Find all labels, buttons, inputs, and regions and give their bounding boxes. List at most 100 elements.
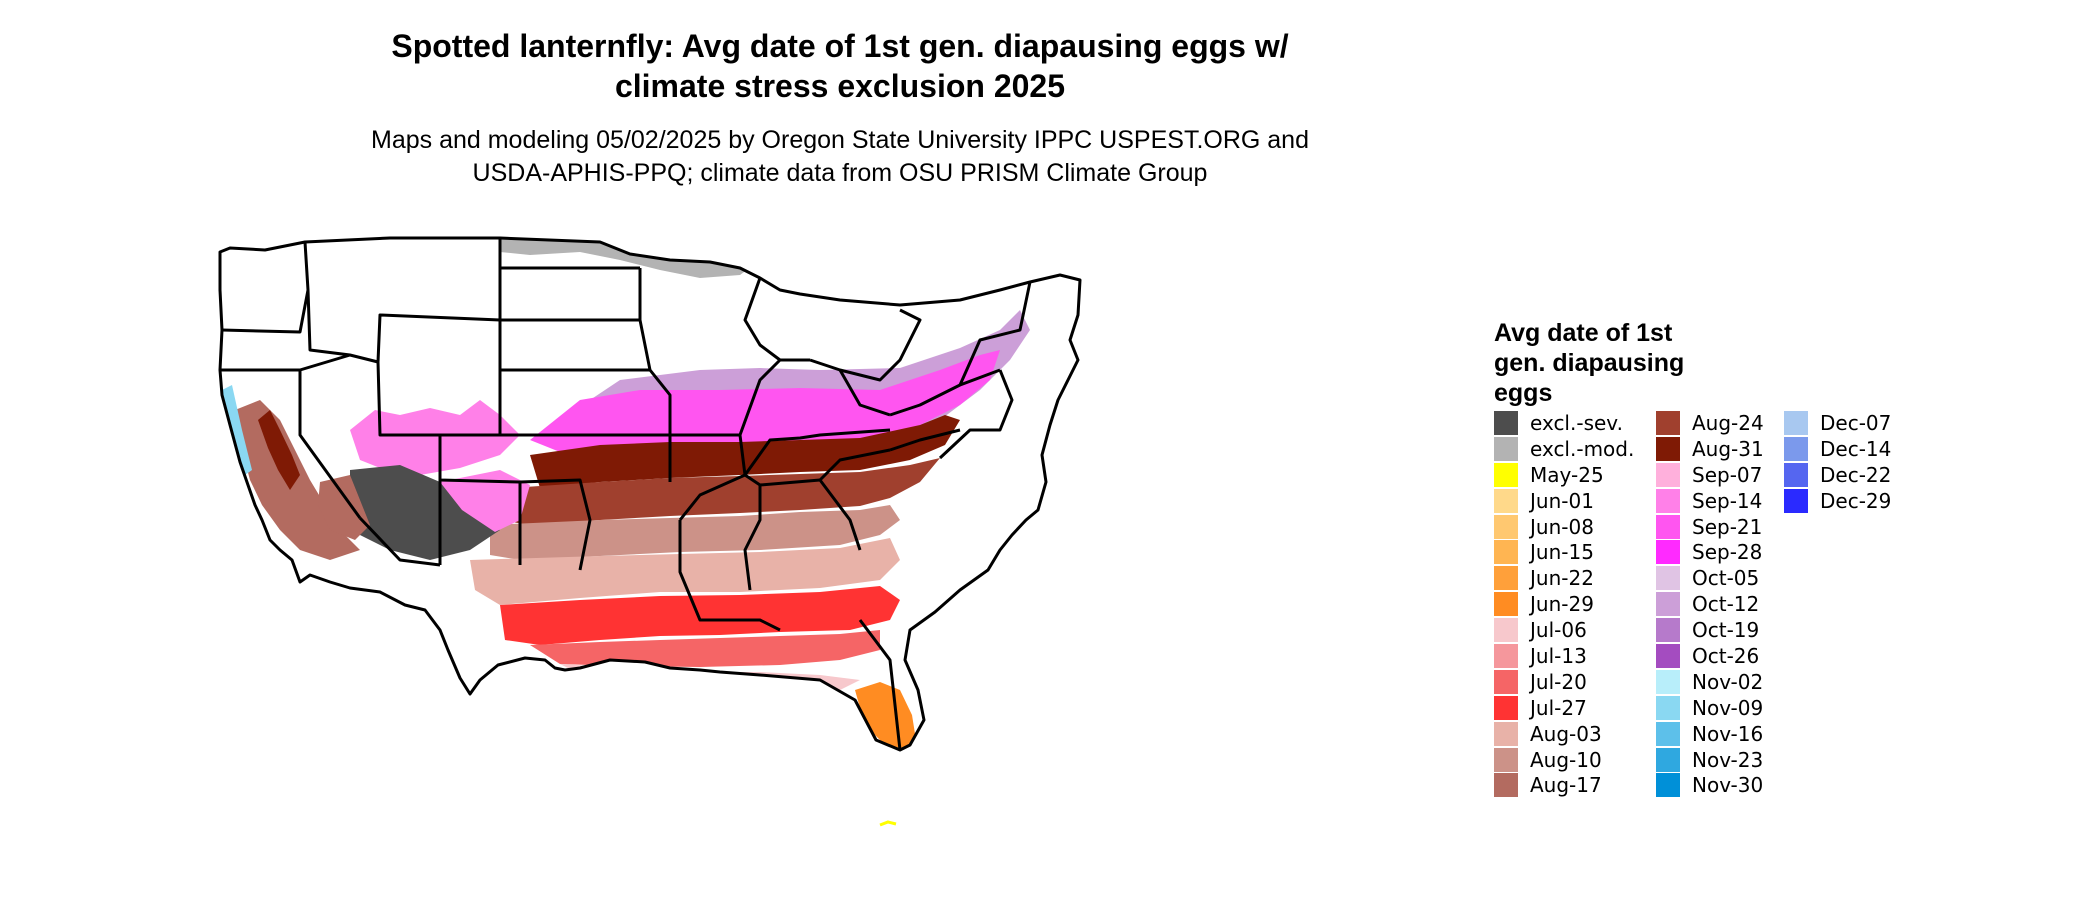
- legend-item: Oct-26: [1656, 643, 1764, 669]
- legend-item: Jun-29: [1494, 591, 1634, 617]
- legend-swatch: [1494, 488, 1518, 513]
- legend-label: Oct-26: [1692, 643, 1760, 668]
- map-title-line-1: Spotted lanternfly: Avg date of 1st gen.…: [391, 28, 1289, 64]
- legend-swatch: [1656, 695, 1680, 720]
- legend-label: Jun-01: [1530, 488, 1594, 513]
- legend-swatch: [1656, 618, 1680, 643]
- legend-label: Oct-05: [1692, 566, 1760, 591]
- legend-item: Jun-08: [1494, 514, 1634, 540]
- map-subtitle-line-1: Maps and modeling 05/02/2025 by Oregon S…: [371, 126, 1309, 154]
- legend-swatch: [1784, 488, 1808, 513]
- legend-column-1: excl.-sev. excl.-mod. May-25 Jun-01 Jun-08 Ju…: [1494, 410, 1634, 798]
- legend-column-3: Dec-07 Dec-14 Dec-22 Dec-29: [1784, 410, 1891, 514]
- legend-label: Oct-12: [1692, 592, 1760, 617]
- legend-item: Jun-15: [1494, 539, 1634, 565]
- map-title: Spotted lanternfly: Avg date of 1st gen.…: [230, 26, 1450, 106]
- map-title-line-2: climate stress exclusion 2025: [614, 68, 1066, 104]
- legend-item: excl.-sev.: [1494, 410, 1634, 436]
- legend-item: Dec-29: [1784, 488, 1891, 514]
- legend-item: Sep-21: [1656, 514, 1764, 540]
- legend-item: Jul-20: [1494, 669, 1634, 695]
- legend-item: Nov-23: [1656, 747, 1764, 773]
- legend-label: May-25: [1530, 462, 1604, 487]
- legend-item: Jul-13: [1494, 643, 1634, 669]
- legend-label: Sep-14: [1692, 488, 1763, 513]
- legend-swatch: [1494, 410, 1518, 435]
- legend-swatch: [1494, 721, 1518, 746]
- legend-label: Nov-23: [1692, 747, 1764, 772]
- legend-label: Jun-15: [1530, 540, 1594, 565]
- legend-swatch: [1494, 618, 1518, 643]
- legend-swatch: [1494, 643, 1518, 668]
- legend-title-line-2: gen. diapausing: [1494, 349, 1685, 377]
- legend-item: Sep-07: [1656, 462, 1764, 488]
- legend-title-line-3: eggs: [1494, 379, 1553, 407]
- legend-item: Aug-31: [1656, 436, 1764, 462]
- legend-label: Aug-31: [1692, 436, 1764, 461]
- legend-swatch: [1494, 592, 1518, 617]
- legend-swatch: [1494, 566, 1518, 591]
- legend-item: Sep-28: [1656, 539, 1764, 565]
- legend-swatch: [1656, 773, 1680, 798]
- legend-item: Nov-16: [1656, 721, 1764, 747]
- keys-fringe: [879, 820, 897, 827]
- legend-label: Jul-13: [1530, 643, 1587, 668]
- legend-item: Jul-06: [1494, 617, 1634, 643]
- legend-swatch: [1656, 410, 1680, 435]
- legend-swatch: [1656, 488, 1680, 513]
- legend-swatch: [1784, 410, 1808, 435]
- legend-item: Sep-14: [1656, 488, 1764, 514]
- legend-swatch: [1784, 436, 1808, 461]
- legend-title-line-1: Avg date of 1st: [1494, 319, 1673, 347]
- map-subtitle: Maps and modeling 05/02/2025 by Oregon S…: [230, 124, 1450, 190]
- legend-item: Nov-09: [1656, 695, 1764, 721]
- legend-swatch: [1494, 514, 1518, 539]
- legend-label: Jun-29: [1530, 592, 1594, 617]
- legend-swatch: [1494, 462, 1518, 487]
- legend-item: Oct-05: [1656, 565, 1764, 591]
- legend-swatch: [1494, 540, 1518, 565]
- legend-label: Dec-22: [1820, 462, 1892, 487]
- legend-item: Oct-19: [1656, 617, 1764, 643]
- legend-label: Jun-08: [1530, 514, 1594, 539]
- legend-swatch: [1656, 436, 1680, 461]
- legend-swatch: [1494, 669, 1518, 694]
- legend-item: Aug-10: [1494, 747, 1634, 773]
- legend-item: Aug-24: [1656, 410, 1764, 436]
- legend-label: Nov-02: [1692, 669, 1764, 694]
- legend-swatch: [1656, 721, 1680, 746]
- legend-item: Nov-30: [1656, 772, 1764, 798]
- legend-label: Dec-14: [1820, 436, 1892, 461]
- legend-label: Oct-19: [1692, 618, 1760, 643]
- legend-swatch: [1784, 462, 1808, 487]
- legend-title: Avg date of 1st gen. diapausing eggs: [1494, 318, 1754, 408]
- legend-label: Sep-07: [1692, 462, 1763, 487]
- legend-label: Aug-24: [1692, 410, 1764, 435]
- legend-item: Dec-22: [1784, 462, 1891, 488]
- legend-item: Jul-27: [1494, 695, 1634, 721]
- legend-item: Jun-01: [1494, 488, 1634, 514]
- legend-label: Jul-06: [1530, 618, 1587, 643]
- legend-swatch: [1656, 592, 1680, 617]
- legend-label: Nov-09: [1692, 695, 1764, 720]
- legend-item: Dec-07: [1784, 410, 1891, 436]
- legend-swatch: [1656, 747, 1680, 772]
- legend-label: Dec-29: [1820, 488, 1892, 513]
- legend-item: Jun-22: [1494, 565, 1634, 591]
- map-subtitle-line-2: USDA-APHIS-PPQ; climate data from OSU PR…: [472, 159, 1208, 187]
- legend-label: excl.-mod.: [1530, 436, 1635, 461]
- legend-item: Nov-02: [1656, 669, 1764, 695]
- us-map: [218, 236, 1082, 827]
- legend-swatch: [1494, 436, 1518, 461]
- legend-label: Dec-07: [1820, 410, 1892, 435]
- legend-item: Aug-03: [1494, 721, 1634, 747]
- legend-label: Jun-22: [1530, 566, 1594, 591]
- legend-label: Aug-17: [1530, 773, 1602, 798]
- legend-item: Dec-14: [1784, 436, 1891, 462]
- legend-swatch: [1656, 643, 1680, 668]
- legend-column-2: Aug-24 Aug-31 Sep-07 Sep-14 Sep-21 Sep-28 Oct-…: [1656, 410, 1764, 798]
- legend-swatch: [1656, 540, 1680, 565]
- legend-item: Aug-17: [1494, 772, 1634, 798]
- legend-swatch: [1656, 669, 1680, 694]
- legend-swatch: [1494, 695, 1518, 720]
